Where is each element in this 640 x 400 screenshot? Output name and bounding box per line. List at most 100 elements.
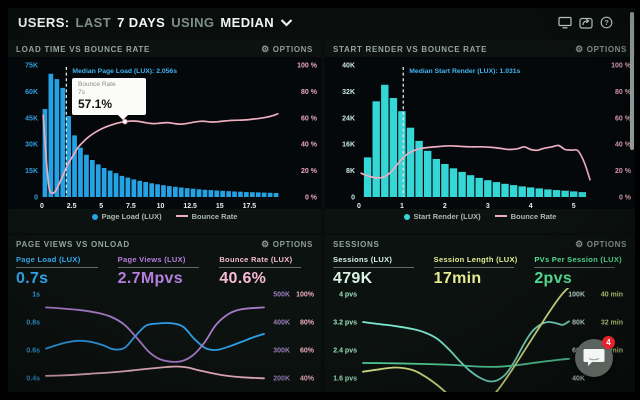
metric-strip: Page Load (LUX) 0.7s Page Views (LUX) 2.… bbox=[8, 252, 321, 288]
svg-text:12.5: 12.5 bbox=[183, 203, 197, 209]
gear-icon: ⚙ bbox=[261, 44, 270, 54]
svg-text:0: 0 bbox=[34, 195, 38, 202]
title-part: USERS: bbox=[18, 15, 70, 30]
metric-sessions: Sessions (LUX) 479K bbox=[333, 255, 426, 288]
svg-text:10: 10 bbox=[157, 203, 165, 209]
chart-legend: Page Load (LUX) Bounce Rate bbox=[8, 209, 321, 223]
metric-page-load: Page Load (LUX) 0.7s bbox=[16, 255, 110, 288]
page-views-onload-line-chart[interactable]: 1s 0.8s 0.6s 0.4s 500K 400K 300K 200K 100% 80% 60%… bbox=[8, 288, 321, 392]
panel-load-time-vs-bounce-rate: LOAD TIME VS BOUNCE RATE ⚙ OPTIONS 0 15K 30… bbox=[8, 40, 321, 233]
svg-text:40 %: 40 % bbox=[301, 142, 318, 149]
options-button[interactable]: ⚙ OPTIONS bbox=[261, 239, 313, 250]
svg-text:40 min: 40 min bbox=[601, 292, 623, 299]
metric-session-length: Session Length (LUX) 17min bbox=[433, 255, 527, 288]
svg-text:400K: 400K bbox=[273, 320, 290, 327]
svg-text:3: 3 bbox=[486, 203, 490, 209]
panel-title: START RENDER VS BOUNCE RATE bbox=[333, 45, 488, 54]
svg-text:Median Start Render (LUX): 1.0: Median Start Render (LUX): 1.031s bbox=[409, 68, 520, 75]
series-dot-icon bbox=[91, 213, 98, 220]
svg-text:3.2 pvs: 3.2 pvs bbox=[333, 320, 357, 327]
svg-text:40 %: 40 % bbox=[615, 142, 632, 149]
svg-text:2.5: 2.5 bbox=[67, 203, 77, 209]
svg-text:80 %: 80 % bbox=[615, 89, 632, 96]
svg-text:24K: 24K bbox=[342, 115, 355, 122]
options-button[interactable]: ⚙ OPTIONS bbox=[575, 239, 627, 250]
help-icon[interactable]: ? bbox=[600, 16, 613, 29]
svg-text:0.8s: 0.8s bbox=[26, 320, 40, 327]
svg-text:60 %: 60 % bbox=[615, 115, 632, 122]
svg-text:40K: 40K bbox=[572, 376, 585, 383]
panel-title: SESSIONS bbox=[333, 240, 380, 249]
svg-text:100 %: 100 % bbox=[611, 63, 632, 70]
panel-start-render-vs-bounce-rate: START RENDER VS BOUNCE RATE ⚙ OPTIONS 0 8K… bbox=[325, 40, 635, 233]
svg-text:0.6s: 0.6s bbox=[26, 348, 40, 355]
title-part: USING bbox=[171, 15, 215, 30]
series-dot-icon bbox=[403, 213, 410, 220]
metric-value: 2.7Mpvs bbox=[117, 270, 183, 287]
legend-item[interactable]: Start Render (LUX) bbox=[403, 212, 481, 221]
users-range-dropdown[interactable]: USERS: LAST 7 DAYS USING MEDIAN bbox=[18, 15, 293, 30]
notification-badge: 4 bbox=[602, 336, 615, 349]
svg-text:20 %: 20 % bbox=[301, 168, 318, 175]
svg-text:8K: 8K bbox=[346, 168, 355, 175]
title-part: LAST bbox=[75, 15, 112, 30]
tooltip-x: 7s bbox=[78, 89, 85, 96]
svg-text:40K: 40K bbox=[342, 63, 355, 70]
svg-text:0: 0 bbox=[40, 203, 44, 209]
gear-icon: ⚙ bbox=[575, 239, 584, 249]
load-time-histogram-chart[interactable]: 0 15K 30K 45K 60K 75K 0 % 20 % 40 % 60 % 80 % 100 %… bbox=[8, 57, 321, 209]
svg-text:40%: 40% bbox=[300, 376, 315, 383]
svg-text:80 %: 80 % bbox=[301, 89, 318, 96]
svg-text:0 %: 0 % bbox=[619, 195, 632, 202]
metric-value: 479K bbox=[333, 270, 373, 287]
tooltip-value: 57.1% bbox=[78, 97, 113, 111]
chart-tooltip: Bounce Rate 7s 57.1% bbox=[72, 78, 146, 120]
metric-value: 2pvs bbox=[534, 270, 573, 287]
svg-text:300K: 300K bbox=[273, 348, 290, 355]
share-icon[interactable] bbox=[579, 16, 593, 29]
svg-text:30K: 30K bbox=[25, 142, 38, 149]
chat-widget-button[interactable]: 4 bbox=[575, 336, 615, 377]
title-part: 7 DAYS bbox=[117, 15, 166, 30]
scrollbar-thumb[interactable] bbox=[630, 12, 634, 150]
svg-text:45K: 45K bbox=[25, 115, 38, 122]
metric-value: 40.6% bbox=[219, 270, 267, 287]
metric-page-views: Page Views (LUX) 2.7Mpvs bbox=[117, 255, 212, 288]
title-part: MEDIAN bbox=[220, 15, 275, 30]
svg-text:1.6 pvs: 1.6 pvs bbox=[333, 376, 357, 383]
chart-legend: Start Render (LUX) Bounce Rate bbox=[325, 209, 635, 223]
svg-text:80%: 80% bbox=[300, 320, 315, 327]
svg-text:20 %: 20 % bbox=[615, 168, 632, 175]
legend-item[interactable]: Bounce Rate bbox=[494, 212, 556, 221]
svg-text:0.4s: 0.4s bbox=[26, 376, 40, 383]
options-button[interactable]: ⚙ OPTIONS bbox=[261, 44, 313, 55]
svg-text:80K: 80K bbox=[572, 320, 585, 327]
display-icon[interactable] bbox=[558, 16, 572, 29]
svg-text:0: 0 bbox=[351, 195, 355, 202]
legend-item[interactable]: Page Load (LUX) bbox=[91, 212, 162, 221]
panel-page-views-vs-onload: PAGE VIEWS VS ONLOAD ⚙ OPTIONS Page Load … bbox=[8, 235, 321, 392]
svg-text:4 pvs: 4 pvs bbox=[339, 292, 357, 299]
gear-icon: ⚙ bbox=[261, 239, 270, 249]
svg-text:75K: 75K bbox=[25, 63, 38, 70]
svg-text:5: 5 bbox=[572, 203, 576, 209]
svg-text:4: 4 bbox=[529, 203, 533, 209]
svg-text:60 %: 60 % bbox=[301, 115, 318, 122]
metric-value: 0.7s bbox=[16, 270, 49, 287]
svg-text:15: 15 bbox=[216, 203, 224, 209]
svg-text:32 min: 32 min bbox=[601, 320, 623, 327]
svg-text:60K: 60K bbox=[25, 89, 38, 96]
options-button[interactable]: ⚙ OPTIONS bbox=[575, 44, 627, 55]
svg-text:5: 5 bbox=[99, 203, 103, 209]
svg-text:15K: 15K bbox=[25, 168, 38, 175]
svg-text:1: 1 bbox=[400, 203, 404, 209]
svg-text:?: ? bbox=[604, 18, 609, 27]
legend-item[interactable]: Bounce Rate bbox=[175, 212, 237, 221]
svg-text:100K: 100K bbox=[568, 292, 585, 299]
series-line-icon bbox=[175, 214, 188, 217]
start-render-histogram-chart[interactable]: 0 8K 16K 24K 32K 40K 0 % 20 % 40 % 60 % 80 % 100 % 0… bbox=[325, 57, 635, 209]
svg-text:100%: 100% bbox=[296, 292, 315, 299]
svg-text:1s: 1s bbox=[32, 292, 40, 299]
svg-text:16K: 16K bbox=[342, 142, 355, 149]
svg-text:32K: 32K bbox=[342, 89, 355, 96]
